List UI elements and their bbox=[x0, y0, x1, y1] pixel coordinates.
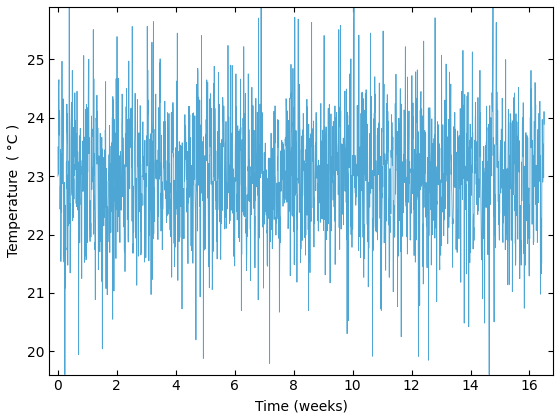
X-axis label: Time (weeks): Time (weeks) bbox=[255, 399, 347, 413]
Y-axis label: Temperature  ( °C ): Temperature ( °C ) bbox=[7, 124, 21, 257]
